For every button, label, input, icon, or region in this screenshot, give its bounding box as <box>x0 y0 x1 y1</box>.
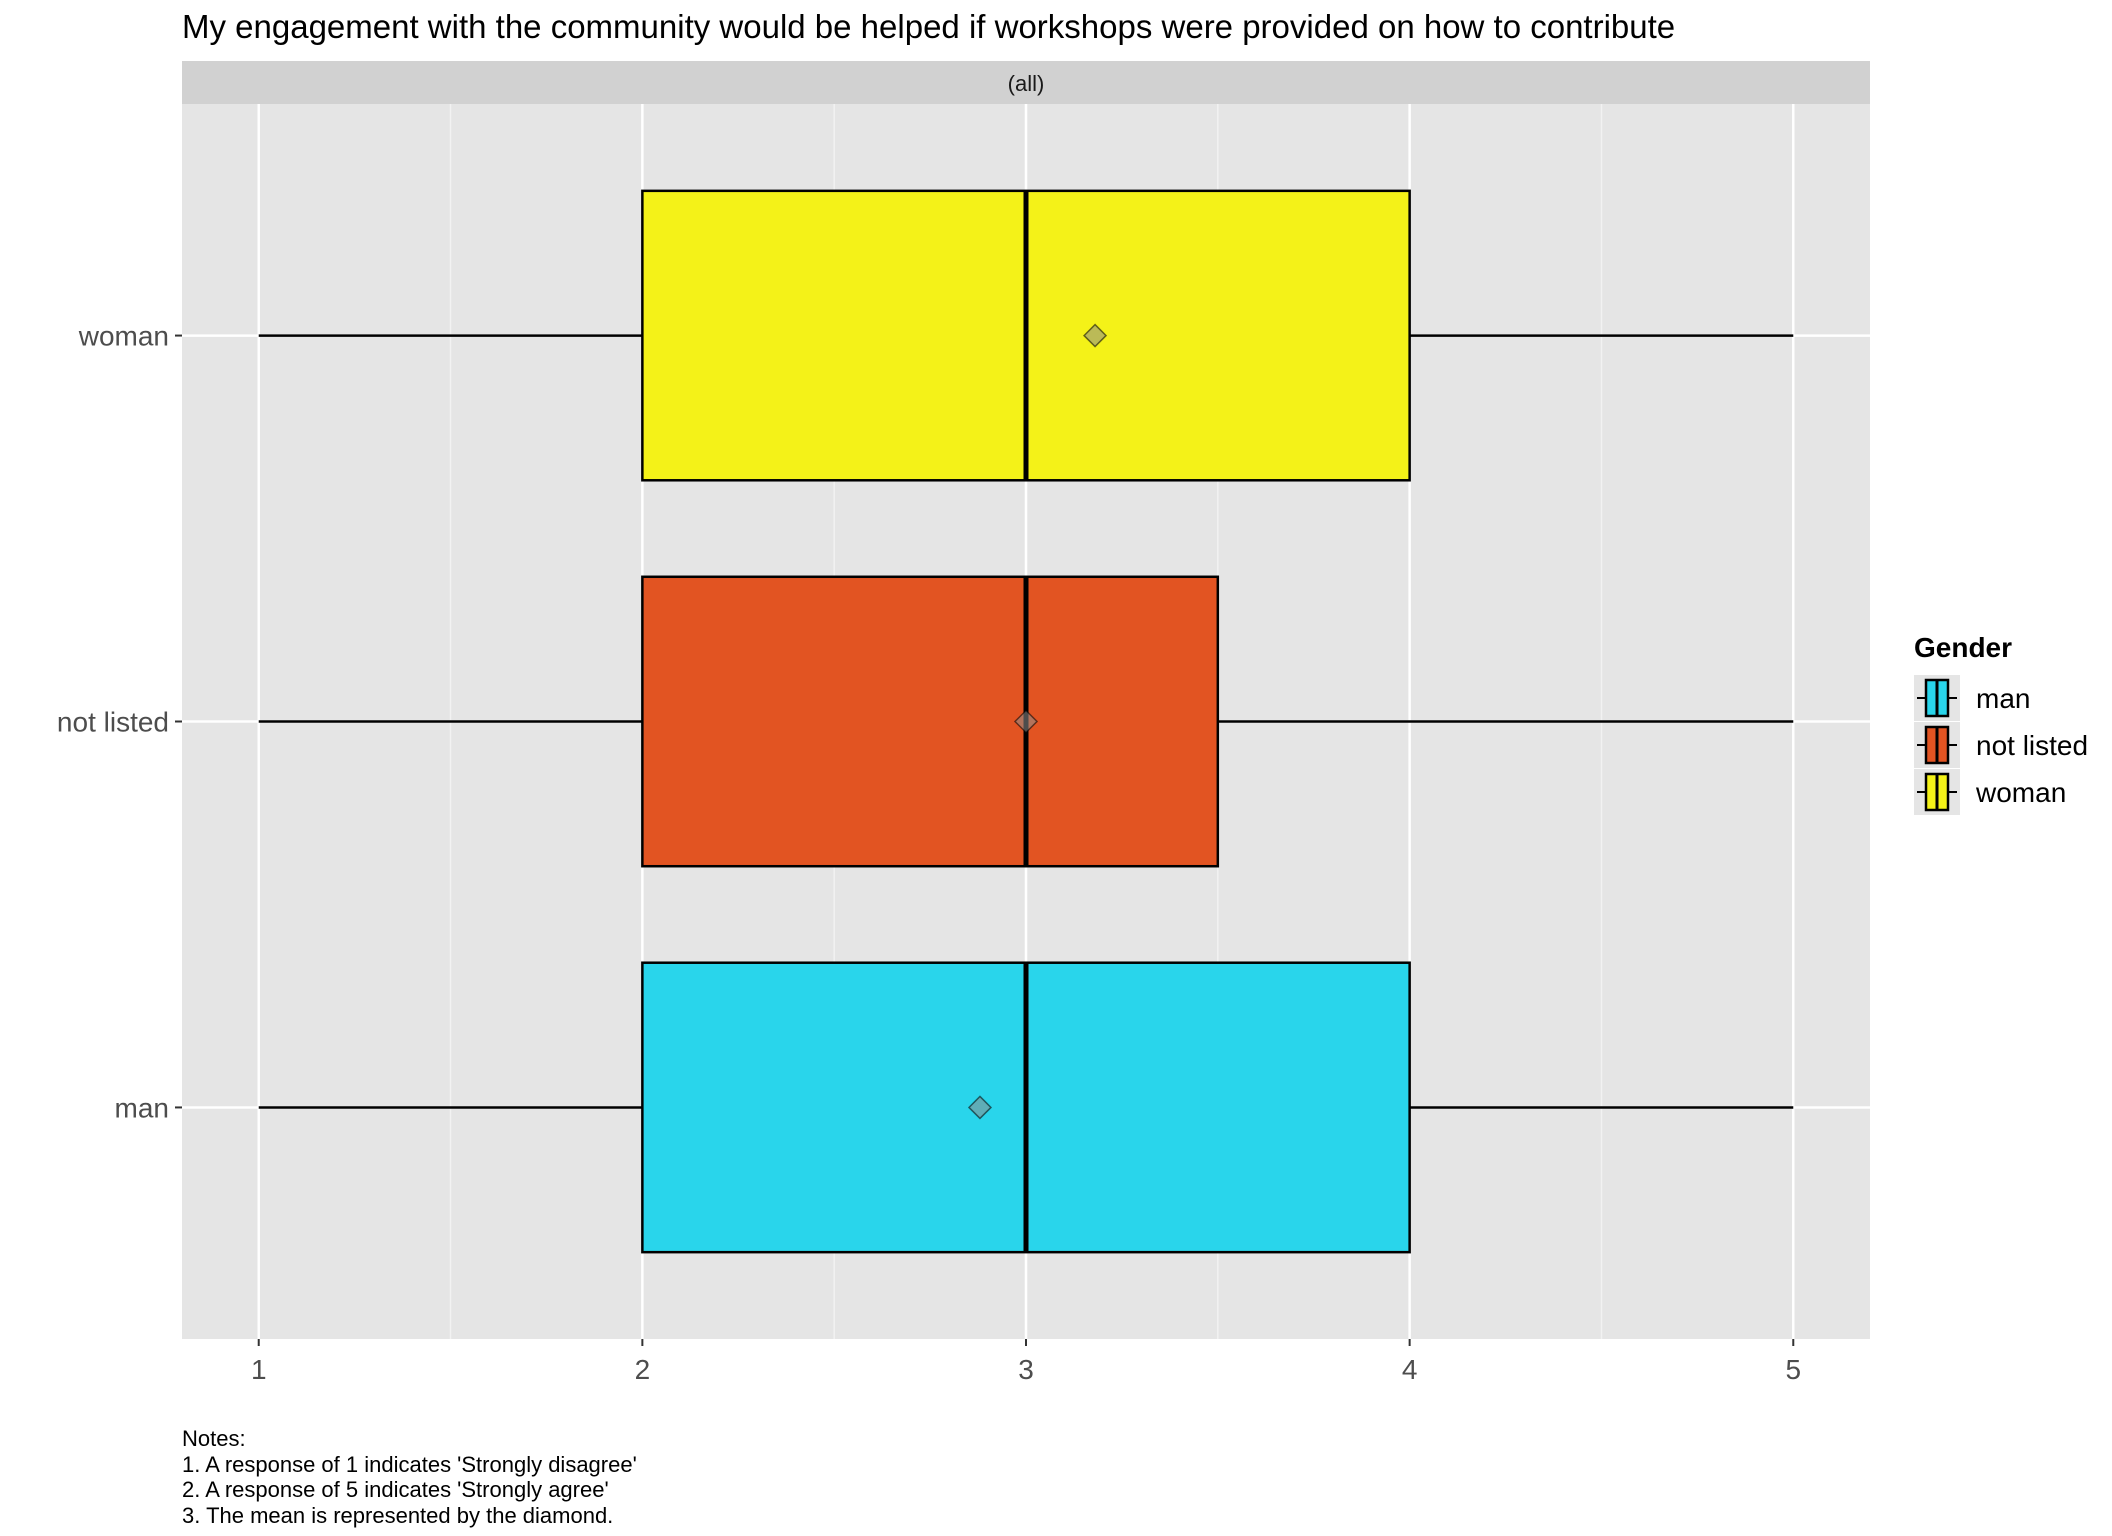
notes: Notes: 1. A response of 1 indicates 'Str… <box>182 1426 637 1528</box>
x-tick-label: 4 <box>1402 1354 1418 1385</box>
y-tick-label: man <box>115 1092 169 1123</box>
mean-diamond <box>967 1095 993 1120</box>
chart-title: My engagement with the community would b… <box>182 8 1675 45</box>
x-tick-label: 2 <box>635 1354 651 1385</box>
y-tick-label: woman <box>78 321 169 352</box>
y-axis: man not listed woman <box>57 321 182 1123</box>
legend-item-woman: woman <box>1914 769 2066 815</box>
mean-diamond <box>1013 709 1039 734</box>
x-tick-label: 5 <box>1785 1354 1801 1385</box>
box <box>641 575 1220 868</box>
boxplots <box>258 189 1794 1254</box>
boxplot-not-listed <box>258 575 1794 868</box>
note-3: 3. The mean is represented by the diamon… <box>182 1502 614 1528</box>
legend-label: man <box>1976 683 2030 714</box>
legend-item-not-listed: not listed <box>1914 722 2088 768</box>
y-tick-label: not listed <box>57 707 169 738</box>
x-tick-label: 3 <box>1018 1354 1034 1385</box>
note-2: 2. A response of 5 indicates 'Strongly a… <box>182 1477 609 1502</box>
legend-label: woman <box>1975 777 2066 808</box>
legend-label: not listed <box>1976 730 2088 761</box>
legend-item-man: man <box>1914 675 2030 721</box>
x-tick-label: 1 <box>251 1354 267 1385</box>
legend: Gender man not listed woman <box>1914 632 2088 815</box>
boxplot-man <box>258 961 1794 1254</box>
x-axis: 1 2 3 4 5 <box>251 1339 1801 1385</box>
boxplot-woman <box>258 189 1794 482</box>
notes-heading: Notes: <box>182 1426 246 1451</box>
mean-diamond <box>1082 323 1108 348</box>
facet-strip <box>182 61 1870 104</box>
note-1: 1. A response of 1 indicates 'Strongly d… <box>182 1451 637 1477</box>
facet-strip-label: (all) <box>1008 71 1045 96</box>
legend-title: Gender <box>1914 632 2012 663</box>
